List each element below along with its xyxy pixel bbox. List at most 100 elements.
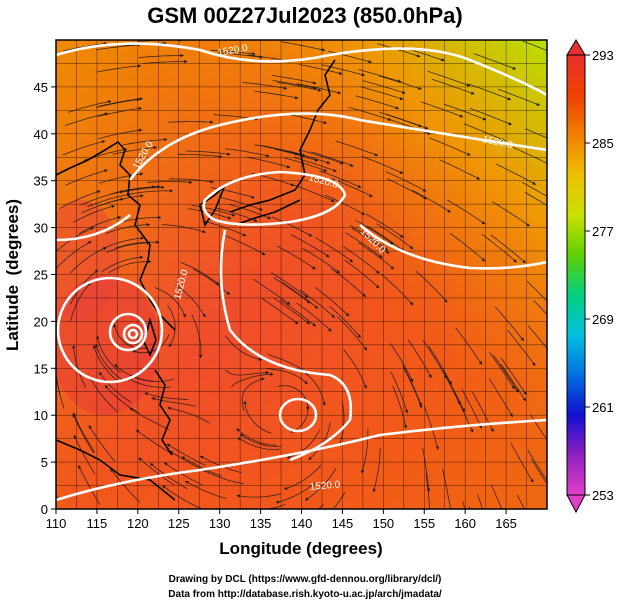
streamline-arrowhead [162,485,166,489]
streamline [516,494,525,509]
streamline-arrowhead [314,158,319,162]
streamline [65,169,108,186]
credit-line-1: Drawing by DCL (https://www.gfd-dennou.o… [169,574,442,585]
streamline [185,480,227,499]
streamline [337,316,368,351]
streamline [321,64,365,76]
streamline-arrowhead [409,245,414,249]
streamline [290,234,330,258]
streamline-arrowhead [138,457,142,461]
streamline [132,334,170,354]
streamline-arrowhead [328,328,332,332]
streamline-arrowhead [158,215,162,220]
streamline-arrowhead [202,229,206,234]
streamline-arrowhead [404,409,408,414]
streamline [113,323,147,350]
streamline-arrowhead [561,55,564,58]
streamline [154,287,186,318]
x-tick-label: 160 [454,516,476,531]
streamline-arrowhead [363,385,367,389]
streamline [297,83,342,94]
y-tick-label: 25 [34,268,48,283]
streamline [497,88,540,106]
credit-line-2: Data from http://database.rish.kyoto-u.a… [168,589,442,600]
streamline-arrowhead [435,446,439,450]
streamline-arrowhead [536,531,539,534]
streamline-arrowhead [345,312,350,317]
colorbar-tick-label: 277 [592,224,614,239]
streamline-arrowhead [135,429,140,433]
streamline [351,228,390,254]
streamline-arrowhead [369,193,373,197]
streamline [147,181,193,183]
streamline [491,484,503,509]
streamline-arrowhead [166,443,171,447]
streamline [429,137,471,156]
streamline [373,447,381,493]
streamline [510,443,534,483]
streamline [246,156,291,168]
streamline [286,429,321,459]
streamline-arrowhead [470,428,474,433]
streamline [96,44,141,51]
streamline-arrowhead [418,124,422,128]
streamline-arrowhead [94,269,99,274]
streamline-arrowhead [522,397,526,402]
streamline-arrowhead [501,137,506,142]
streamline [166,443,207,467]
streamline-arrowhead [254,218,258,222]
streamline-arrowhead [302,153,306,157]
streamline [56,240,92,269]
streamline [468,83,512,101]
streamline [315,237,354,263]
streamline [78,465,101,505]
streamline [181,456,223,477]
streamline-arrowhead [389,241,394,245]
streamline-arrowhead [409,301,414,306]
x-tick-label: 110 [46,516,67,531]
colorbar: 293 285 277 269 261 253 [566,39,614,514]
streamline-arrowhead [536,102,540,106]
streamline-arrowhead [416,54,421,58]
streamline [101,256,144,273]
streamline [500,357,527,396]
streamline [116,217,162,224]
x-tick-label: 150 [372,516,394,531]
streamline-arrowhead [99,371,103,376]
y-tick-label: 10 [34,408,48,423]
streamline [97,107,142,117]
streamline [304,468,337,501]
streamline [377,43,421,58]
streamline-arrowhead [136,98,141,102]
streamline [330,268,367,298]
streamline [241,377,265,412]
streamline-arrowhead [362,293,366,297]
streamline [96,335,121,373]
streamline [218,52,263,58]
streamline [108,261,152,274]
streamline [96,98,141,108]
streamline-arrowhead [107,100,112,104]
streamline-arrowhead [104,112,108,116]
streamline [366,225,405,252]
streamline [463,123,506,142]
streamline-arrowhead [164,462,168,466]
streamline [265,504,286,509]
streamline-arrowhead [403,425,408,429]
streamline-arrowhead [227,152,231,156]
wind-streamlines [56,40,564,534]
streamline-arrowhead [215,281,220,285]
streamline-arrowhead [399,96,404,101]
streamline-arrowhead [427,131,431,135]
streamline-arrowhead [418,402,422,406]
contour-typhoon-inner [122,323,144,345]
streamline-arrowhead [132,350,136,354]
streamline [361,155,404,174]
streamline [525,128,547,139]
streamline-arrowhead [312,266,316,270]
streamline-arrowhead [88,425,92,429]
streamline [138,55,184,58]
streamline-arrowhead [110,468,114,472]
contour-label-7: 1520.0 [309,479,341,493]
streamline-arrowhead [161,185,165,190]
